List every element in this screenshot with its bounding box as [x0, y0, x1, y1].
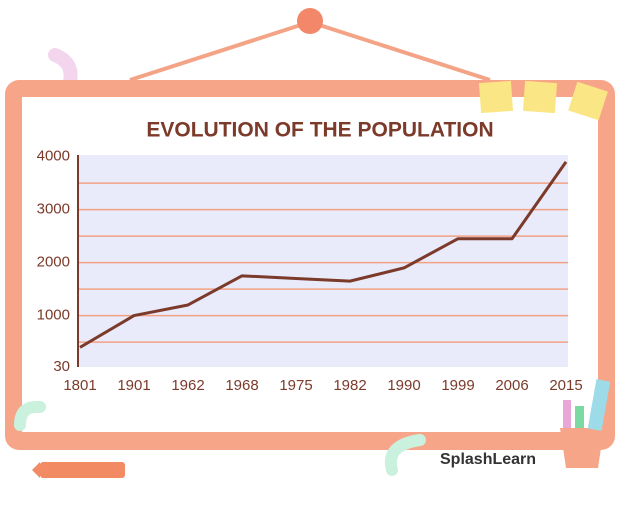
x-tick-label: 1975: [279, 377, 312, 394]
x-tick-label: 1901: [117, 377, 150, 394]
x-tick-label: 1968: [225, 377, 258, 394]
plot-area: [78, 155, 568, 367]
chart-title: EVOLUTION OF THE POPULATION: [146, 119, 493, 142]
x-tick-label: 2015: [549, 377, 582, 394]
x-tick-label: 1990: [387, 377, 420, 394]
x-tick-label: 1962: [171, 377, 204, 394]
y-tick-label: 30: [53, 358, 70, 375]
data-line: [79, 161, 568, 349]
x-tick-label: 1999: [441, 377, 474, 394]
y-tick-label: 1000: [37, 307, 70, 324]
x-tick-label: 1982: [333, 377, 366, 394]
y-tick-label: 3000: [37, 201, 70, 218]
y-tick-label: 2000: [37, 254, 70, 271]
y-tick-label: 4000: [37, 148, 70, 165]
x-tick-label: 1801: [63, 377, 96, 394]
logo: SplashLearn: [440, 451, 536, 468]
x-tick-label: 2006: [495, 377, 528, 394]
